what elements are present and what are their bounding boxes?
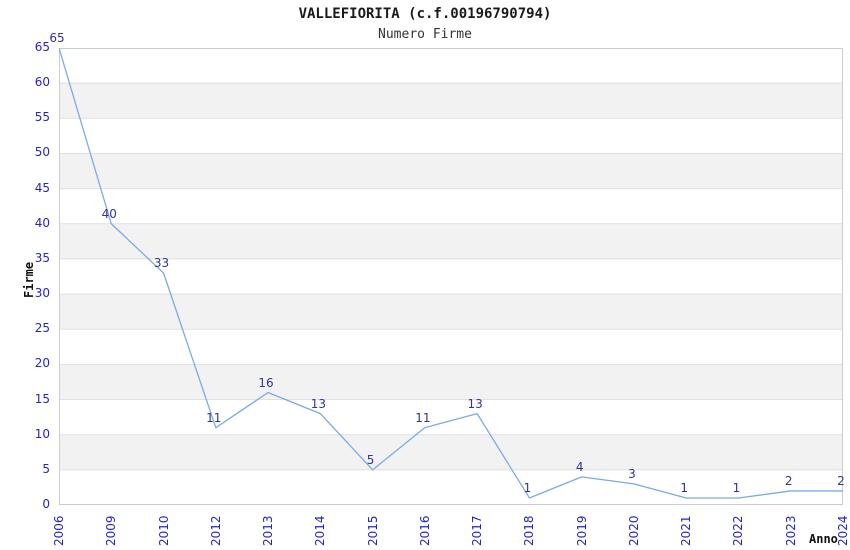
x-tick-label: 2021 — [679, 515, 694, 546]
y-tick-label: 10 — [34, 426, 50, 441]
x-tick-label: 2020 — [626, 515, 641, 546]
chart-title: VALLEFIORITA (c.f.00196790794) — [298, 6, 552, 22]
grid-band — [59, 399, 843, 435]
y-tick-label: 25 — [34, 321, 50, 336]
x-tick-label: 2012 — [208, 515, 223, 546]
x-tick-label: 2019 — [574, 515, 589, 546]
x-tick-label: 2015 — [365, 515, 380, 546]
grid-band — [59, 83, 843, 119]
x-tick-label: 2014 — [313, 515, 328, 546]
plot-area — [58, 47, 843, 506]
x-tick-label: 2009 — [104, 515, 119, 546]
grid-band — [59, 153, 843, 189]
x-axis-label: Anno — [809, 532, 838, 546]
y-tick-label: 0 — [42, 497, 50, 511]
line-chart-svg — [58, 47, 843, 506]
y-tick-label: 40 — [34, 215, 50, 230]
y-tick-label: 15 — [34, 391, 50, 406]
y-tick-label: 45 — [34, 180, 50, 195]
grid-band — [59, 294, 843, 330]
y-tick-label: 5 — [42, 461, 50, 476]
grid-band — [59, 258, 843, 295]
grid-band — [59, 118, 843, 154]
chart-subtitle: Numero Firme — [378, 27, 472, 42]
x-tick-label: 2017 — [470, 515, 485, 546]
x-tick-label: 2013 — [261, 515, 276, 546]
x-tick-label: 2016 — [417, 515, 432, 546]
grid-band — [59, 364, 843, 400]
y-tick-label: 65 — [34, 40, 50, 54]
grid-band — [59, 48, 843, 84]
series-line — [58, 47, 843, 499]
y-tick-label: 50 — [34, 145, 50, 160]
grid-band — [59, 329, 843, 365]
x-tick-label: 2023 — [783, 515, 798, 546]
y-axis-label: Firme — [22, 261, 36, 298]
x-tick-label: 2006 — [52, 515, 66, 546]
x-tick-label: 2010 — [156, 515, 171, 546]
x-tick-label: 2018 — [522, 515, 537, 546]
y-tick-label: 20 — [34, 356, 50, 371]
y-tick-label: 60 — [34, 75, 50, 90]
x-tick-label: 2022 — [731, 515, 746, 546]
grid-band — [59, 469, 843, 505]
grid-band — [59, 434, 843, 470]
x-tick-label: 2024 — [836, 515, 850, 546]
y-tick-label: 55 — [34, 110, 50, 125]
plot-border — [59, 48, 843, 505]
grid-band — [59, 223, 843, 259]
grid-band — [59, 188, 843, 224]
